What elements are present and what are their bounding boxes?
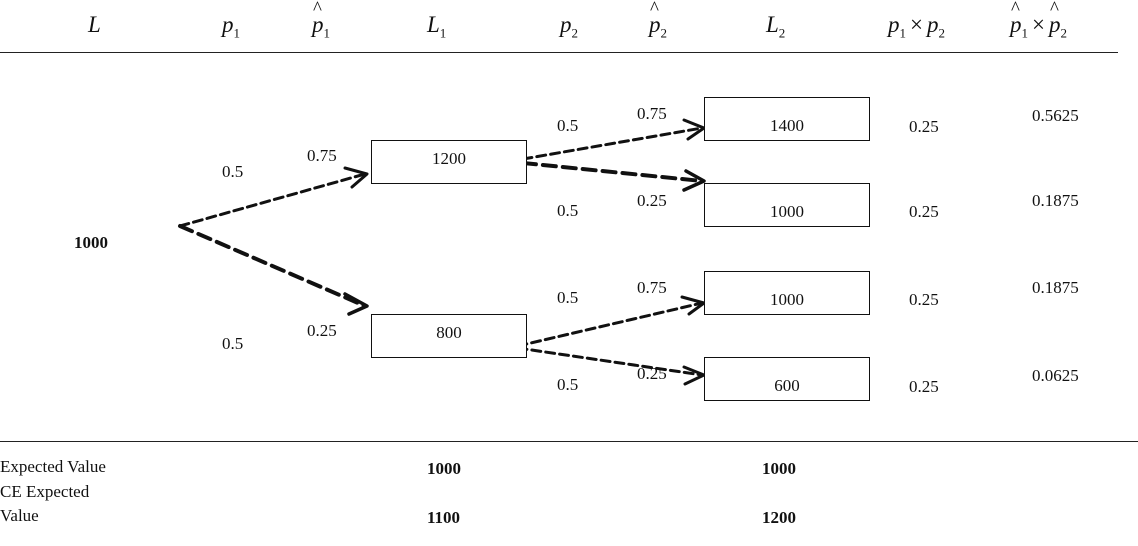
header-p1-times-p2: p1 × p2 (888, 12, 945, 41)
ev-L2: 1000 (762, 459, 796, 478)
ce-expected-value-label-line1: CE Expected (0, 482, 90, 501)
p2-hat-branch-3: 0.75 (637, 278, 667, 297)
p2-branch-4: 0.5 (557, 375, 579, 394)
header-L1: L1 (427, 12, 447, 41)
summary-rule (0, 441, 1138, 442)
outcome-box-1000-a: 1000 (704, 183, 870, 227)
phat-product-branch-2: 0.1875 (1032, 191, 1079, 210)
outcome-box-1000-b: 1000 (704, 271, 870, 315)
arrow-root-to-1200 (178, 166, 369, 228)
phat-product-branch-4: 0.0625 (1032, 366, 1079, 385)
p-product-branch-4: 0.25 (909, 377, 939, 396)
ce-L2: 1200 (762, 508, 796, 527)
p2-branch-2: 0.5 (557, 201, 579, 220)
header-p1-hat: p1 (312, 0, 330, 42)
p1-hat-down: 0.25 (307, 321, 337, 340)
header-L: L (88, 12, 101, 37)
outcome-box-600: 600 (704, 357, 870, 401)
ce-L1: 1100 (427, 508, 461, 527)
arrow-800-to-600 (516, 346, 706, 386)
outcome-box-1400: 1400 (704, 97, 870, 141)
header-p2: p2 (560, 12, 578, 41)
p-product-branch-1: 0.25 (909, 117, 939, 136)
p1-up: 0.5 (222, 162, 244, 181)
outcome-box-1200: 1200 (371, 140, 527, 184)
arrow-1200-to-1400 (521, 118, 706, 161)
phat-product-branch-1: 0.5625 (1032, 106, 1079, 125)
arrow-1200-to-1000 (521, 161, 706, 192)
header-rule (0, 52, 1118, 53)
p2-branch-3: 0.5 (557, 288, 579, 307)
header-p2-hat: p2 (649, 0, 667, 42)
header-L2: L2 (766, 12, 786, 41)
header-p1: p1 (222, 12, 240, 41)
arrow-800-to-1000 (516, 295, 706, 348)
ce-expected-value-label-line2: Value (0, 506, 39, 525)
p2-hat-branch-4: 0.25 (637, 364, 667, 383)
p2-hat-branch-2: 0.25 (637, 191, 667, 210)
p2-hat-branch-1: 0.75 (637, 104, 667, 123)
p-product-branch-2: 0.25 (909, 202, 939, 221)
ev-L1: 1000 (427, 459, 461, 478)
header-p1hat-times-p2hat: p1×p2 (1010, 0, 1067, 42)
root-value: 1000 (74, 233, 108, 252)
expected-value-label: Expected Value (0, 457, 106, 476)
outcome-box-800: 800 (371, 314, 527, 358)
arrow-root-to-800 (178, 224, 369, 316)
phat-product-branch-3: 0.1875 (1032, 278, 1079, 297)
p-product-branch-3: 0.25 (909, 290, 939, 309)
p2-branch-1: 0.5 (557, 116, 579, 135)
p1-down: 0.5 (222, 334, 244, 353)
p1-hat-up: 0.75 (307, 146, 337, 165)
